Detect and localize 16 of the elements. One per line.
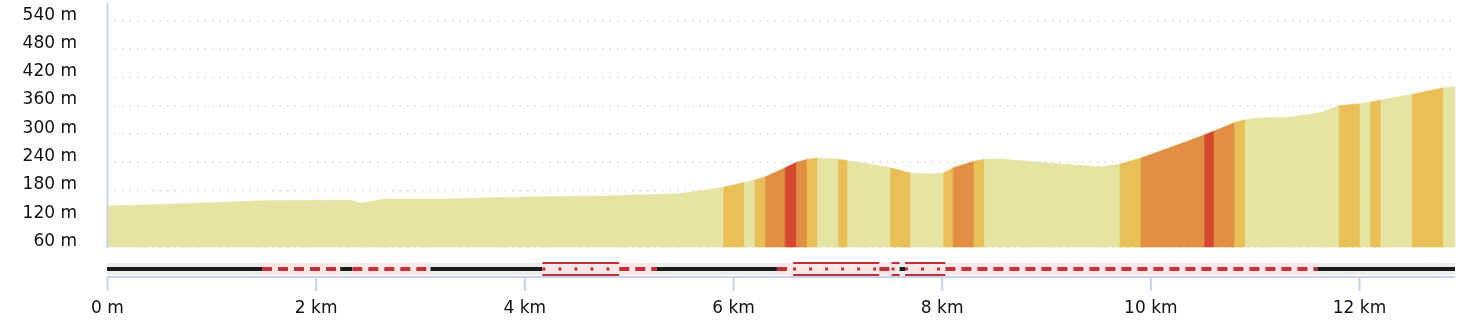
y-tick-label: 180 m: [22, 173, 77, 194]
y-tick-label: 300 m: [22, 116, 77, 137]
y-tick-label: 420 m: [22, 60, 77, 81]
y-tick-label: 60 m: [33, 229, 77, 250]
y-tick-label: 120 m: [22, 201, 77, 222]
x-tick-label: 10 km: [1124, 297, 1178, 318]
x-tick-label: 6 km: [712, 297, 755, 318]
y-tick-label: 540 m: [22, 3, 77, 24]
x-tick-label: 8 km: [920, 297, 964, 318]
y-tick-label: 360 m: [22, 88, 77, 109]
x-tick-label: 0 m: [91, 297, 124, 318]
x-tick-label: 4 km: [503, 297, 547, 318]
y-tick-label: 240 m: [22, 144, 77, 165]
y-tick-label: 480 m: [22, 31, 77, 52]
x-tick-label: 2 km: [294, 297, 338, 318]
x-tick-label: 12 km: [1332, 297, 1387, 318]
